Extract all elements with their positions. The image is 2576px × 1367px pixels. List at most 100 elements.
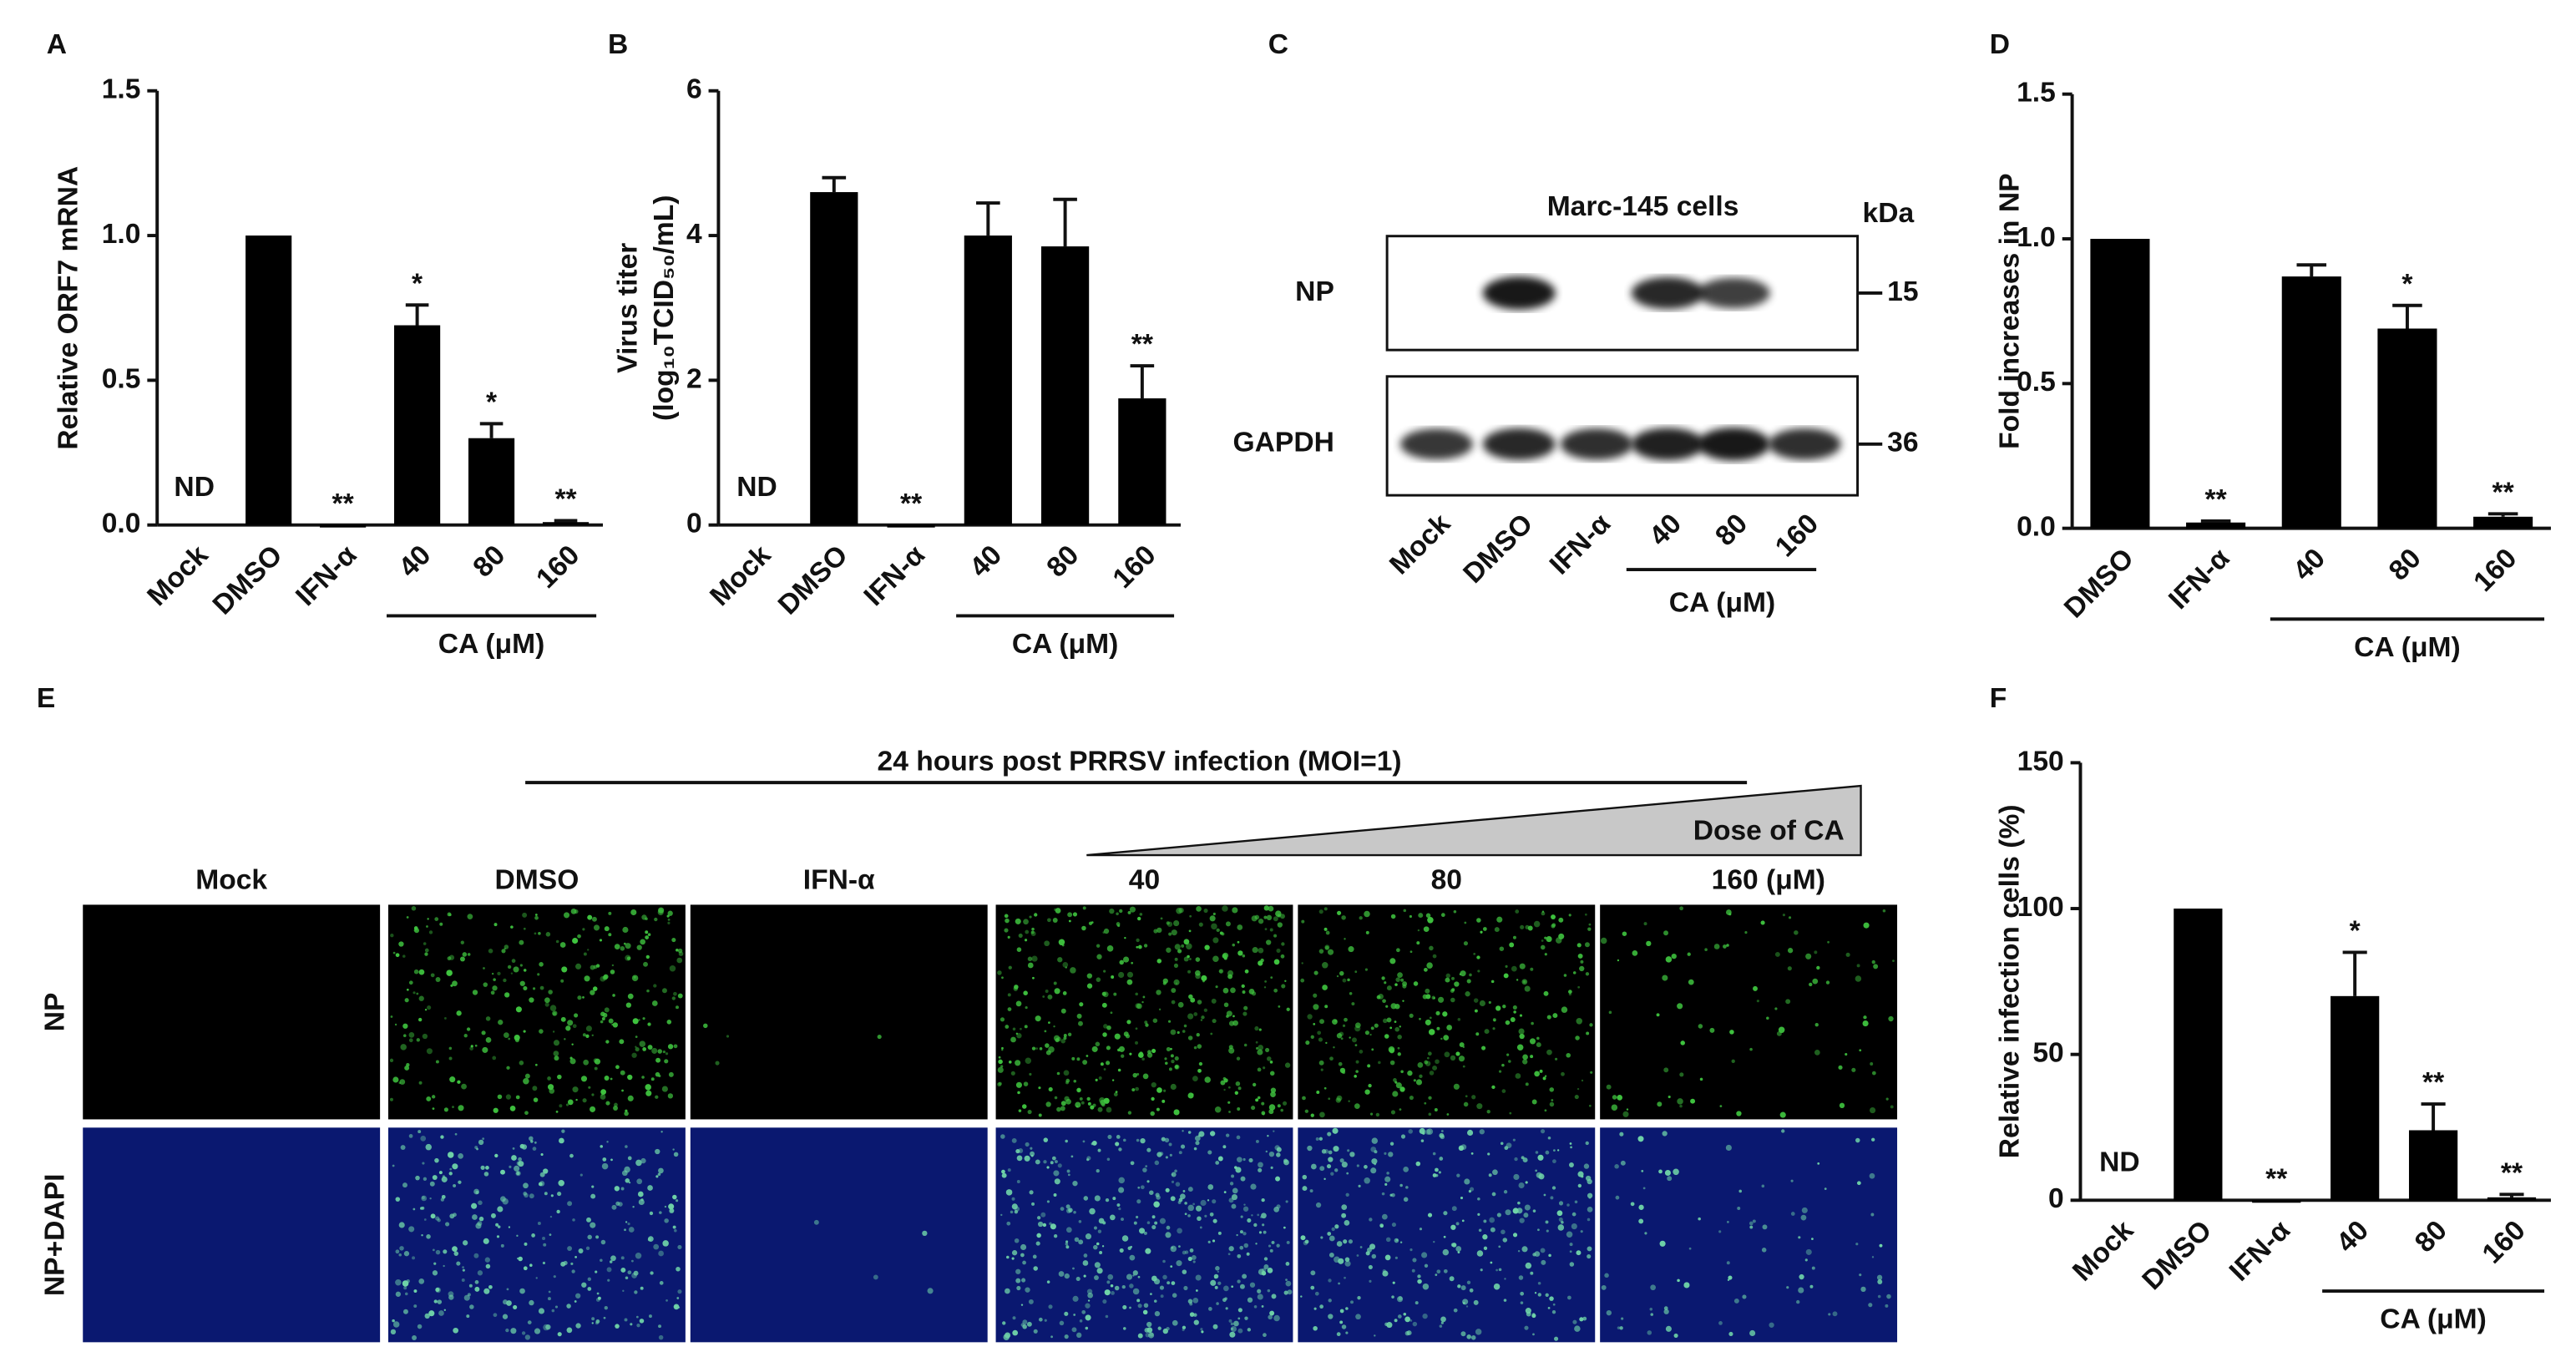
- cell-dot: [1468, 1190, 1471, 1193]
- cell-dot: [1318, 1137, 1323, 1141]
- cell-dot: [1384, 1182, 1388, 1186]
- cell-dot: [1558, 933, 1565, 939]
- cell-dot: [1170, 1054, 1174, 1058]
- cell-dot: [1800, 1214, 1807, 1221]
- cell-dot: [1489, 1217, 1495, 1223]
- cell-dot: [673, 1044, 678, 1049]
- cell-dot: [1394, 1319, 1398, 1323]
- cell-dot: [569, 1153, 574, 1158]
- cell-dot: [1173, 963, 1179, 968]
- cell-dot: [1236, 1135, 1241, 1140]
- cell-dot: [1044, 1319, 1047, 1322]
- cell-dot: [1057, 1163, 1062, 1168]
- cell-dot: [1558, 1201, 1564, 1206]
- cell-dot: [523, 1192, 528, 1196]
- cell-dot: [1305, 1040, 1310, 1046]
- cell-dot: [1083, 1253, 1088, 1258]
- cell-dot: [1522, 1059, 1528, 1065]
- cell-dot: [1036, 1233, 1041, 1238]
- cell-dot: [1324, 1005, 1328, 1009]
- cell-dot: [406, 916, 409, 919]
- cell-dot: [481, 1030, 486, 1035]
- cell-dot: [389, 1058, 394, 1063]
- cell-dot: [1451, 1206, 1457, 1212]
- cell-dot: [1207, 1184, 1214, 1190]
- cell-dot: [1325, 930, 1330, 935]
- cell-dot: [1375, 1112, 1380, 1117]
- cell-dot: [483, 1288, 490, 1294]
- cell-dot: [1475, 1329, 1482, 1335]
- cell-dot: [530, 1140, 534, 1143]
- cell-dot: [1393, 1078, 1397, 1082]
- blot-row-label: GAPDH: [1233, 428, 1334, 458]
- cell-dot: [542, 1237, 546, 1240]
- cell-dot: [1322, 985, 1328, 990]
- cell-dot: [1389, 1026, 1393, 1030]
- cell-dot: [1253, 1305, 1258, 1309]
- cell-dot: [1065, 1081, 1069, 1085]
- cell-dot: [1680, 1040, 1685, 1046]
- cell-dot: [645, 930, 649, 934]
- cell-dot: [1505, 1209, 1511, 1216]
- blot-band: [1697, 428, 1770, 461]
- cell-dot: [1349, 1036, 1351, 1039]
- cell-dot: [1269, 1310, 1275, 1316]
- cell-dot: [1079, 1002, 1084, 1007]
- cell-dot: [1318, 1060, 1324, 1066]
- cell-dot: [1737, 1207, 1741, 1210]
- cell-dot: [1117, 1068, 1121, 1072]
- cell-dot: [1344, 1260, 1351, 1267]
- cell-dot: [1138, 1228, 1146, 1234]
- cell-dot: [1530, 1055, 1534, 1059]
- cell-dot: [631, 1273, 637, 1278]
- cell-dot: [1790, 1179, 1794, 1182]
- cell-dot: [469, 1046, 474, 1051]
- cell-dot: [1395, 977, 1400, 982]
- cell-dot: [1392, 1281, 1395, 1284]
- cell-dot: [1341, 1324, 1347, 1329]
- group-label: CA (μM): [2380, 1304, 2487, 1335]
- cell-dot: [1399, 1025, 1401, 1028]
- cell-dot: [1665, 956, 1673, 963]
- cell-dot: [1537, 1293, 1541, 1297]
- cell-dot: [492, 1056, 497, 1061]
- cell-dot: [1364, 1177, 1370, 1184]
- cell-dot: [1504, 1278, 1506, 1280]
- cell-dot: [1170, 1083, 1177, 1091]
- cell-dot: [1192, 1297, 1199, 1304]
- cell-dot: [1668, 1095, 1671, 1099]
- cell-dot: [1263, 1066, 1266, 1070]
- cell-dot: [1212, 1324, 1218, 1329]
- cell-dot: [565, 1103, 569, 1106]
- cell-dot: [566, 1304, 571, 1309]
- cell-dot: [1273, 988, 1278, 993]
- cell-dot: [1576, 1018, 1583, 1025]
- cell-dot: [1023, 919, 1029, 925]
- cell-dot: [522, 912, 528, 918]
- micrograph: [1600, 904, 1898, 1120]
- cell-dot: [433, 1299, 438, 1304]
- cell-dot: [1104, 1289, 1111, 1296]
- cell-dot: [1552, 1159, 1556, 1164]
- cell-dot: [453, 1213, 457, 1218]
- cell-dot: [518, 1157, 522, 1162]
- cell-dot: [1391, 1295, 1394, 1299]
- cell-dot: [1231, 1174, 1235, 1178]
- cell-dot: [647, 1185, 653, 1191]
- cell-dot: [515, 1006, 522, 1013]
- cell-dot: [1200, 1019, 1203, 1021]
- cell-dot: [1532, 1209, 1536, 1213]
- cell-dot: [653, 1243, 660, 1250]
- cell-dot: [1462, 1299, 1469, 1305]
- cell-dot: [1856, 964, 1860, 968]
- cell-dot: [1324, 944, 1330, 950]
- cell-dot: [467, 914, 473, 920]
- cell-dot: [1073, 1210, 1076, 1214]
- cell-dot: [1239, 1230, 1243, 1234]
- cell-dot: [1728, 913, 1732, 916]
- cell-dot: [653, 984, 657, 988]
- cell-dot: [1762, 1224, 1768, 1230]
- cell-dot: [582, 1033, 586, 1037]
- cell-dot: [1014, 985, 1019, 990]
- cell-dot: [1839, 1102, 1845, 1108]
